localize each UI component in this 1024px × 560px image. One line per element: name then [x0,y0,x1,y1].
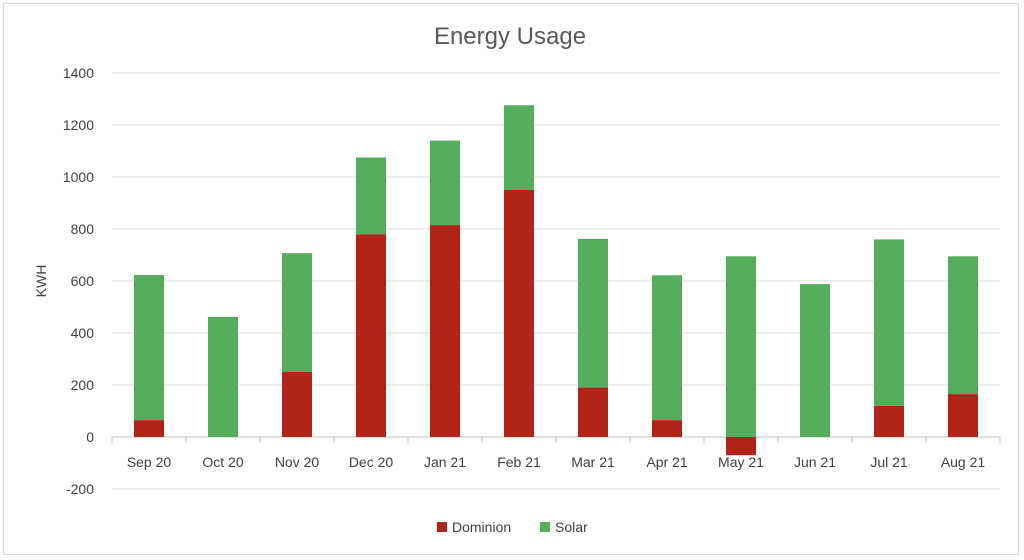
y-tick-label: 1200 [63,117,94,133]
y-tick-label: 0 [86,429,94,445]
x-tick-label: Nov 20 [275,454,320,470]
x-tick-label: Aug 21 [941,454,986,470]
x-tick-label: Jan 21 [424,454,466,470]
x-tick-label: Apr 21 [646,454,687,470]
bar-dominion-aug-21 [948,394,978,437]
x-tick-label: Jul 21 [870,454,908,470]
bar-solar-may-21 [726,256,756,437]
bar-solar-sep-20 [134,275,164,421]
chart-title: Energy Usage [434,23,586,50]
bar-solar-jan-21 [430,140,460,226]
x-tick-label: Sep 20 [127,454,172,470]
legend-label-solar: Solar [555,519,588,535]
x-tick-label: Dec 20 [349,454,394,470]
legend-label-dominion: Dominion [452,519,511,535]
bar-dominion-jan-21 [430,225,460,437]
x-axis-ticks: Sep 20 Oct 20 Nov 20 Dec 20 Jan 21 Feb 21 Mar … [127,454,986,470]
x-tick-label: Jun 21 [794,454,836,470]
bar-solar-dec-20 [356,157,386,235]
y-tick-label: 1000 [63,169,94,185]
bar-solar-apr-21 [652,275,682,421]
y-tick-label: 600 [71,273,95,289]
bar-solar-aug-21 [948,256,978,395]
gridlines [111,72,1001,490]
x-tick-label: Oct 20 [202,454,243,470]
x-tick-label: Mar 21 [571,454,615,470]
bar-solar-jul-21 [874,239,904,406]
bar-dominion-mar-21 [578,387,608,437]
bar-dominion-dec-20 [356,234,386,437]
y-tick-label: 1400 [63,65,94,81]
bar-solar-feb-21 [504,105,534,190]
x-tick-label: Feb 21 [497,454,541,470]
y-tick-label: -200 [66,481,94,497]
y-tick-label: 200 [71,377,95,393]
bar-solar-nov-20 [282,253,312,372]
bar-dominion-feb-21 [504,190,534,437]
bar-dominion-nov-20 [282,372,312,437]
y-tick-label: 400 [71,325,95,341]
bar-dominion-jul-21 [874,405,904,437]
y-tick-label: 800 [71,221,95,237]
bar-dominion-sep-20 [134,420,164,437]
legend: Dominion Solar [437,519,588,535]
bar-solar-mar-21 [578,238,608,388]
x-tick-label: May 21 [718,454,764,470]
bar-dominion-apr-21 [652,420,682,437]
y-axis-label: KWH [33,265,49,298]
y-axis-ticks: 1400 1200 1000 800 600 400 200 0 -200 [63,65,94,497]
bars [134,105,978,456]
bar-dominion-may-21 [726,437,756,456]
bar-solar-jun-21 [800,284,830,437]
bar-solar-oct-20 [208,316,238,437]
legend-swatch-solar [540,522,550,532]
legend-swatch-dominion [437,522,447,532]
